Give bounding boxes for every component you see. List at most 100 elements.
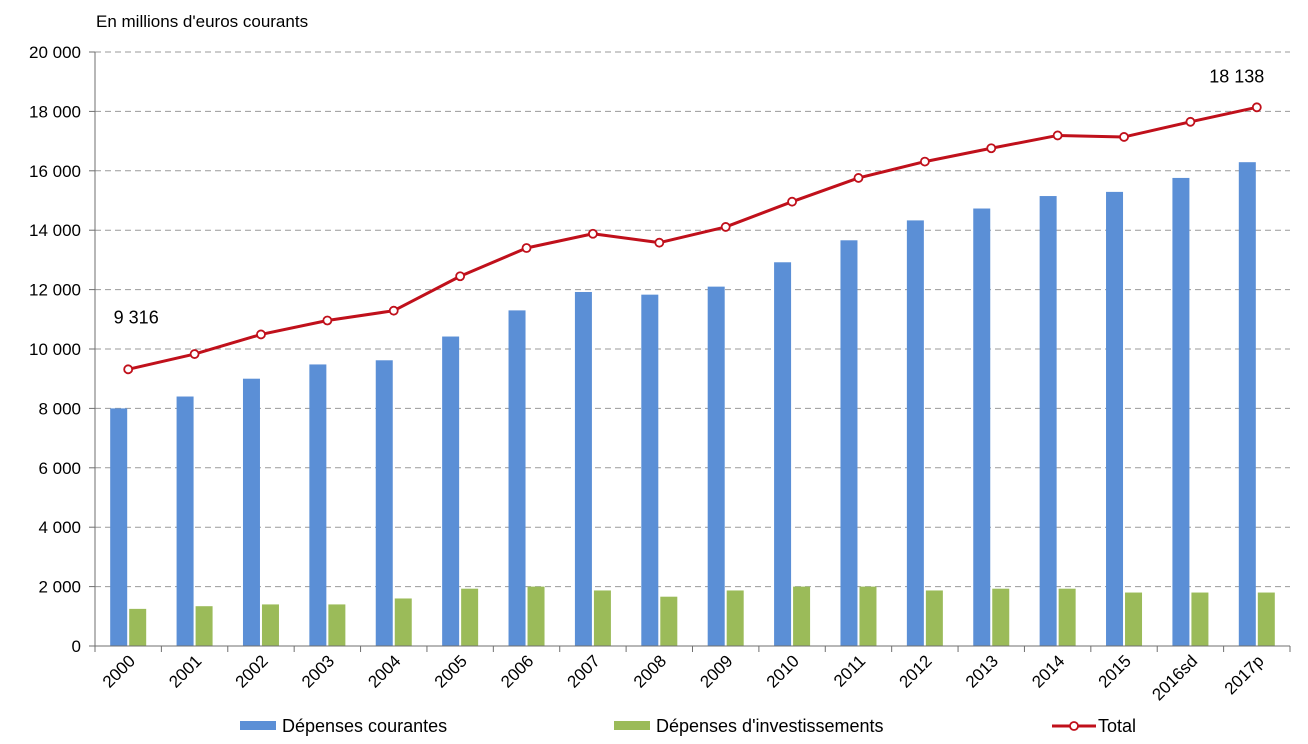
x-tick-label: 2004 <box>364 651 404 691</box>
current-expense-bar <box>840 240 858 646</box>
data-label: 9 316 <box>114 307 159 327</box>
y-tick-label: 18 000 <box>29 102 81 121</box>
x-tick-label: 2007 <box>564 651 604 691</box>
investment-expense-bar <box>925 590 943 646</box>
x-tick-label: 2010 <box>763 651 803 691</box>
investment-expense-bar <box>1058 588 1076 646</box>
total-point <box>1119 132 1129 142</box>
current-expense-bar <box>176 396 194 646</box>
legend-item-total: Total <box>1052 716 1136 736</box>
investment-expense-bar <box>859 586 877 646</box>
current-expense-bar <box>906 220 924 647</box>
total-point <box>1185 116 1196 127</box>
investment-expense-bar <box>593 590 611 646</box>
y-tick-label: 14 000 <box>29 221 81 240</box>
y-tick-label: 4 000 <box>38 518 81 537</box>
total-point <box>388 305 399 316</box>
x-tick-label: 2006 <box>497 651 537 691</box>
current-expense-bar <box>309 364 327 646</box>
total-point <box>588 228 598 239</box>
investment-expense-bar <box>1191 592 1209 646</box>
current-expense-bar <box>375 360 393 646</box>
legend-swatch <box>614 721 650 730</box>
grid-lines <box>89 51 1291 652</box>
total-point <box>853 173 864 183</box>
y-tick-label: 2 000 <box>38 578 81 597</box>
current-expense-bar <box>973 208 991 647</box>
data-annotations: 9 316 18 138 <box>114 66 1265 327</box>
current-expense-bar <box>641 294 659 646</box>
total-point <box>986 143 997 154</box>
investment-expense-bar <box>1125 592 1143 646</box>
investment-expense-bar <box>394 598 412 646</box>
current-expense-bar <box>774 262 792 646</box>
x-tick-label: 2008 <box>630 651 670 691</box>
total-point <box>720 222 731 232</box>
data-label: 18 138 <box>1209 66 1264 86</box>
bar-series <box>110 162 1275 647</box>
x-tick-label: 2012 <box>896 651 936 691</box>
total-point <box>787 196 797 207</box>
x-tick-label: 2015 <box>1095 651 1135 691</box>
y-tick-label: 10 000 <box>29 340 81 359</box>
x-tick-label: 2001 <box>165 651 205 691</box>
investment-expense-bar <box>195 606 213 646</box>
investment-expense-bar <box>328 604 346 646</box>
total-point <box>919 156 930 167</box>
current-expense-bar <box>1172 177 1190 647</box>
x-tick-label: 2013 <box>962 651 1002 691</box>
investment-expense-bar <box>461 588 479 646</box>
y-tick-label: 16 000 <box>29 162 81 181</box>
total-point <box>322 315 333 326</box>
x-tick-label: 2002 <box>232 651 272 691</box>
investment-expense-bar <box>726 590 744 646</box>
investment-expense-bar <box>1257 592 1275 646</box>
current-expense-bar <box>1039 196 1057 647</box>
current-expense-bar <box>508 310 526 646</box>
legend-label: Dépenses d'investissements <box>656 716 884 736</box>
legend-label: Dépenses courantes <box>282 716 447 736</box>
legend-item-investment: Dépenses d'investissements <box>614 716 884 736</box>
x-tick-label: 2005 <box>431 651 471 691</box>
total-point <box>1251 102 1262 113</box>
legend-marker <box>1069 721 1079 731</box>
y-tick-labels: 0 2 000 4 000 6 000 8 000 10 000 12 000 14 000 1… <box>29 43 81 656</box>
x-tick-label: 2009 <box>696 651 736 691</box>
current-expense-bar <box>574 291 592 646</box>
investment-expense-bar <box>992 588 1010 646</box>
x-tick-label: 2017p <box>1221 651 1268 698</box>
total-point <box>654 237 665 248</box>
legend: Dépenses courantes Dépenses d'investissem… <box>240 716 1136 736</box>
y-tick-label: 0 <box>72 637 81 656</box>
total-point <box>256 329 266 340</box>
x-tick-label: 2000 <box>99 651 139 691</box>
current-expense-bar <box>242 378 260 646</box>
current-expense-bar <box>442 336 460 646</box>
legend-label: Total <box>1098 716 1136 736</box>
y-tick-label: 6 000 <box>38 459 81 478</box>
current-expense-bar <box>1238 162 1256 646</box>
investment-expense-bar <box>527 586 545 646</box>
legend-swatch <box>240 721 276 730</box>
legend-item-current: Dépenses courantes <box>240 716 447 736</box>
unit-label: En millions d'euros courants <box>96 12 308 31</box>
x-tick-label: 2003 <box>298 651 338 691</box>
investment-expense-bar <box>660 596 678 646</box>
x-tick-label: 2014 <box>1028 651 1068 691</box>
total-line-series <box>123 102 1262 375</box>
y-tick-label: 12 000 <box>29 281 81 300</box>
axes <box>94 52 1290 647</box>
total-point <box>455 271 466 282</box>
y-tick-label: 8 000 <box>38 399 81 418</box>
x-tick-labels: 2000 2001 2002 2003 2004 2005 2006 2007 2008 2009… <box>99 651 1268 704</box>
total-point <box>123 364 134 375</box>
current-expense-bar <box>707 286 725 646</box>
investment-expense-bar <box>261 604 279 646</box>
current-expense-bar <box>1106 191 1124 646</box>
investment-expense-bar <box>793 586 811 646</box>
x-tick-label: 2016sd <box>1148 651 1201 704</box>
investment-expense-bar <box>129 608 147 646</box>
total-line <box>127 105 1258 371</box>
